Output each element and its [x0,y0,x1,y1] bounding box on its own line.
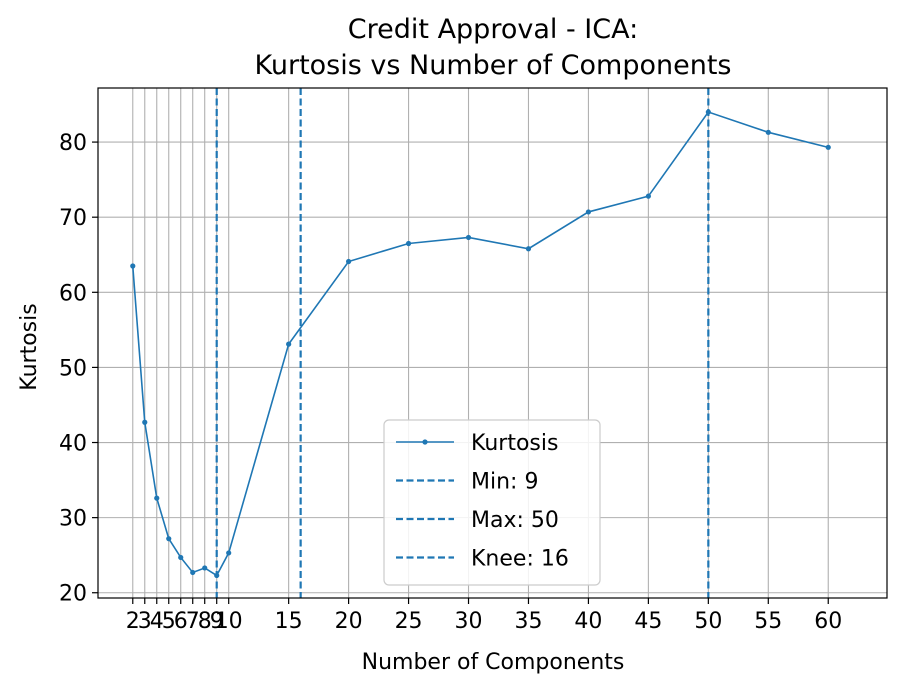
x-tick-label: 20 [335,609,363,634]
data-point [130,263,136,269]
legend-label: Knee: 16 [471,547,569,572]
data-point [214,572,220,579]
y-tick-label: 50 [59,356,87,381]
y-tick-label: 30 [59,507,87,532]
data-point [190,569,196,576]
data-point [166,536,172,542]
x-axis-label: Number of Components [362,650,625,675]
legend-label: Min: 9 [471,470,538,495]
chart-title-line-2: Kurtosis vs Number of Components [255,50,732,81]
x-tick-label: 60 [814,609,842,634]
x-tick-label: 55 [754,609,782,634]
y-tick-label: 80 [59,131,87,156]
x-tick-label: 8 [198,609,212,634]
data-point [465,234,472,241]
data-point [825,144,831,150]
legend-label: Kurtosis [471,431,558,456]
x-tick-label: 6 [174,609,188,634]
y-tick-label: 60 [59,281,87,306]
plot-area-frame [97,87,888,599]
x-tick-label: 30 [455,609,483,634]
data-point [178,554,184,561]
data-point [645,193,651,199]
x-tick-label: 4 [150,609,164,634]
data-point [286,341,292,347]
data-point [525,246,532,252]
legend-box [383,419,601,586]
data-point [705,109,711,115]
x-tick-label: 3 [138,609,152,634]
legend: Kurtosis Min: 9 Max: 50 Knee: 16 [383,419,601,586]
legend-marker [422,439,428,445]
x-tick-label: 45 [634,609,662,634]
x-tick-label: 5 [162,609,176,634]
x-tick-label: 35 [514,609,542,634]
x-tick-label: 7 [186,609,200,634]
y-tick-label: 40 [59,432,87,457]
data-point [765,129,771,135]
series-layer [130,109,831,579]
x-tick-label: 25 [395,609,423,634]
reference-vlines [215,88,710,598]
data-point [202,565,208,571]
y-axis-label: Kurtosis [17,303,42,390]
data-point [226,550,232,556]
legend-label: Max: 50 [471,508,559,533]
x-tick-label: 40 [574,609,602,634]
x-tick-label: 9 [210,609,224,634]
chart-title-line-1: Credit Approval - ICA: [348,14,638,45]
y-tick-label: 20 [59,582,87,607]
data-point [154,495,160,501]
data-point [405,240,412,247]
data-point [585,209,592,215]
x-tick-label: 50 [694,609,722,634]
x-tick-label: 10 [215,609,243,634]
y-tick-label: 70 [59,206,87,231]
data-point [346,258,352,265]
data-point [142,419,148,425]
y-axis-ticks: 20 30 40 50 60 70 80 [59,131,98,607]
x-tick-label: 2 [126,609,140,634]
x-tick-label: 15 [275,609,303,634]
